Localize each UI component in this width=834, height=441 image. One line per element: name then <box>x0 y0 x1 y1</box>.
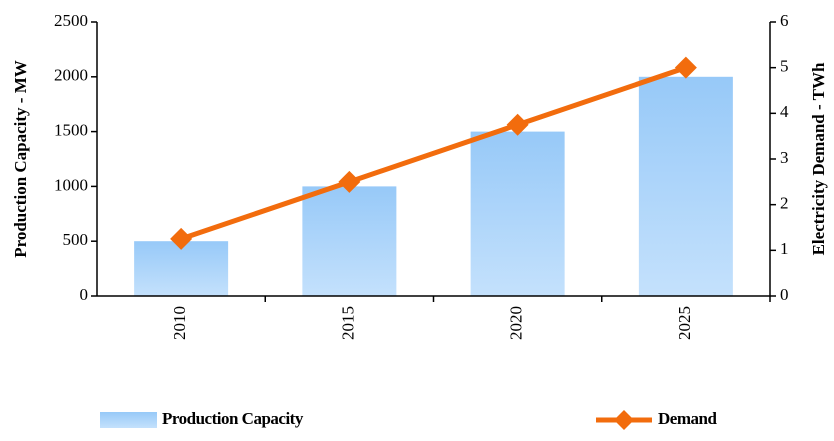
bar <box>302 186 397 296</box>
demand-marker <box>674 56 697 79</box>
x-tick-label: 2020 <box>507 306 526 340</box>
demand-marker <box>170 227 193 250</box>
y-tick-label: 2000 <box>54 66 88 85</box>
y2-tick-label: 6 <box>780 11 789 30</box>
legend-label: Production Capacity <box>162 409 304 428</box>
y-axis-label: Production Capacity - MW <box>11 60 30 258</box>
x-tick-label: 2010 <box>170 306 189 340</box>
demand-marker <box>338 170 361 193</box>
bar <box>638 76 733 296</box>
legend-marker <box>614 410 634 430</box>
y-tick-label: 500 <box>63 230 89 249</box>
y-tick-label: 2500 <box>54 11 88 30</box>
y2-tick-label: 0 <box>780 285 789 304</box>
bar <box>134 241 229 296</box>
x-tick-label: 2015 <box>338 306 357 340</box>
y2-axis-label: Electricity Demand - TWh <box>809 62 828 255</box>
demand-marker <box>506 113 529 136</box>
y2-tick-label: 5 <box>780 57 789 76</box>
y2-tick-label: 3 <box>780 148 789 167</box>
legend-swatch <box>100 412 157 428</box>
y-tick-label: 1000 <box>54 175 88 194</box>
y2-tick-label: 2 <box>780 194 789 213</box>
legend-label: Demand <box>658 409 717 428</box>
x-tick-label: 2025 <box>675 306 694 340</box>
bar <box>470 131 565 296</box>
demand-line <box>180 65 687 242</box>
y2-tick-label: 1 <box>780 239 789 258</box>
y2-tick-label: 4 <box>780 102 789 121</box>
y-tick-label: 0 <box>80 285 89 304</box>
y-tick-label: 1500 <box>54 121 88 140</box>
